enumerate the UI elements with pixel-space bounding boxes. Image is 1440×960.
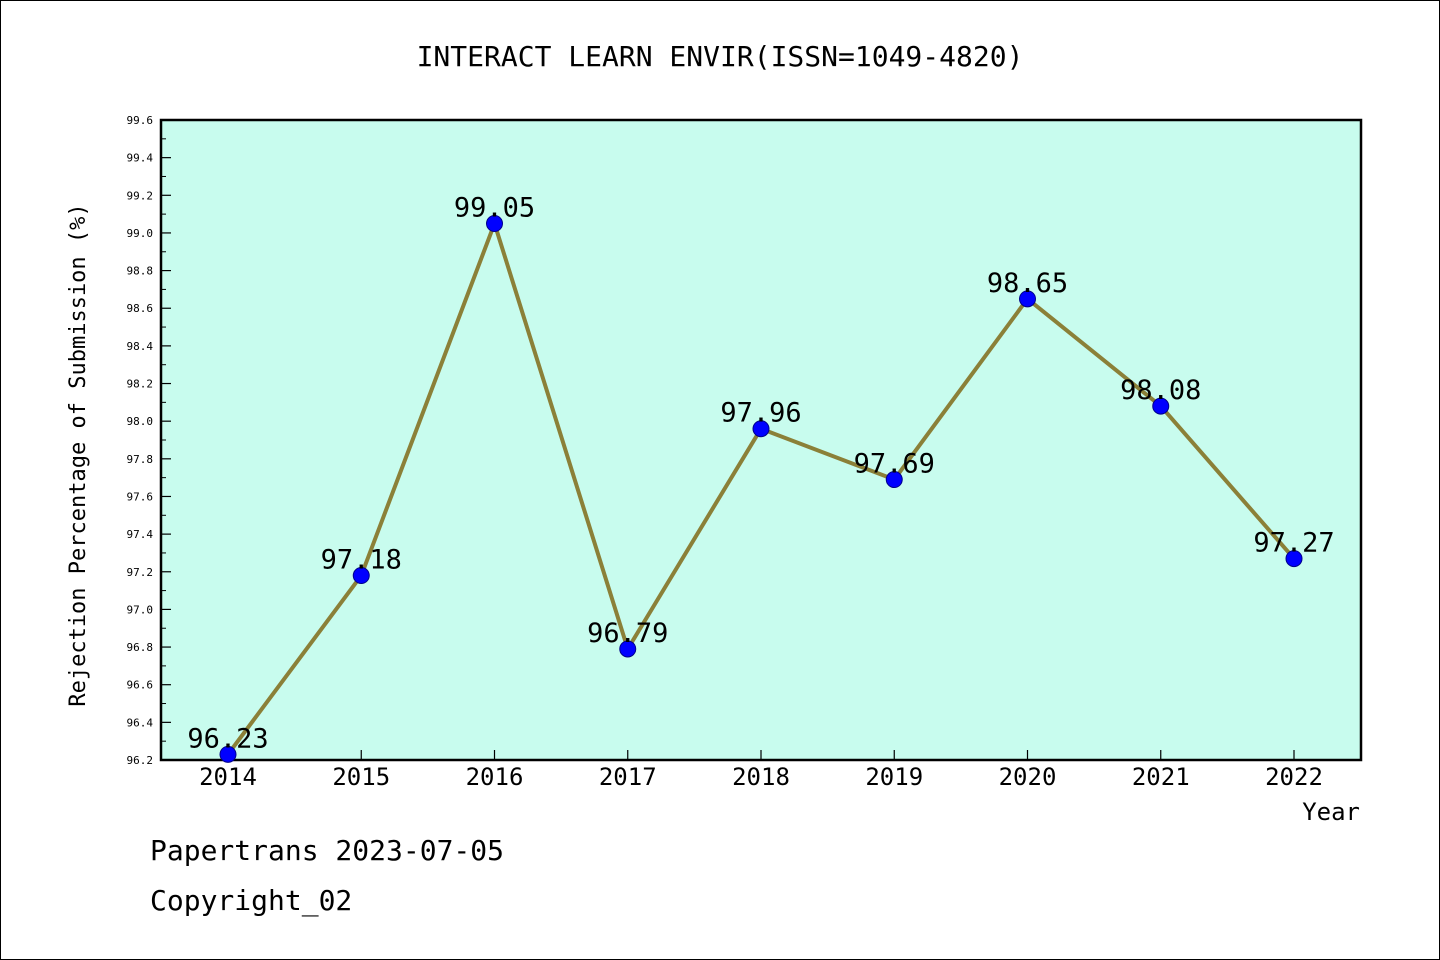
x-tick-label: 2022 [1265, 763, 1323, 791]
data-label: 97.69 [854, 449, 935, 480]
x-tick-label: 2015 [332, 763, 390, 791]
x-tick-label: 2020 [999, 763, 1057, 791]
data-point [1152, 397, 1170, 415]
y-tick-label: 99.0 [127, 227, 154, 240]
x-axis: 2014 2015 2016 2017 2018 2019 2020 2021 2022 [199, 750, 1323, 791]
y-tick-label: 97.4 [127, 528, 154, 541]
y-tick-label: 97.0 [127, 603, 154, 616]
data-labels: 96.23 97.18 99.05 96.79 97.96 97.69 98.65 98.08… [187, 193, 1334, 755]
y-tick-label: 99.2 [127, 189, 154, 202]
x-axis-label: Year [1302, 798, 1360, 826]
data-label: 97.18 [321, 545, 402, 576]
data-label: 99.05 [454, 193, 535, 224]
y-tick-label: 98.2 [127, 378, 154, 391]
data-point [219, 745, 237, 763]
data-point [1019, 290, 1036, 308]
y-tick-label: 98.6 [127, 302, 154, 315]
data-point [486, 215, 503, 233]
x-tick-label: 2014 [199, 763, 257, 791]
data-point [619, 640, 637, 658]
data-label: 96.79 [587, 618, 668, 649]
footer-source-date: Papertrans 2023-07-05 [150, 834, 505, 867]
y-tick-label: 99.4 [127, 152, 154, 165]
y-tick-label: 96.2 [127, 754, 154, 767]
y-tick-label: 96.6 [127, 679, 154, 692]
y-tick-label: 98.8 [127, 265, 154, 278]
chart-title: INTERACT LEARN ENVIR(ISSN=1049-4820) [417, 40, 1024, 73]
plot-area [159, 118, 1363, 762]
x-tick-label: 2017 [599, 763, 657, 791]
y-tick-label: 97.2 [127, 566, 154, 579]
x-tick-label: 2018 [732, 763, 790, 791]
y-tick-label: 98.4 [127, 340, 154, 353]
data-label: 98.08 [1120, 375, 1201, 406]
data-label: 98.65 [987, 268, 1068, 299]
data-point [1285, 550, 1303, 568]
x-tick-label: 2019 [865, 763, 923, 791]
data-point [352, 567, 370, 585]
y-tick-label: 98.0 [127, 415, 154, 428]
footer-copyright: Copyright_02 [150, 884, 353, 917]
data-label: 97.96 [720, 398, 801, 429]
data-point [752, 420, 770, 438]
y-axis: 96.2 96.4 96.6 96.8 97.0 97.2 97.4 97.6 97.8 98.0… [127, 114, 171, 767]
series-layer [219, 215, 1303, 763]
y-tick-label: 99.6 [127, 114, 154, 127]
y-tick-label: 97.6 [127, 490, 154, 503]
data-point [885, 471, 903, 489]
data-label: 96.23 [187, 723, 268, 754]
x-tick-label: 2021 [1132, 763, 1190, 791]
y-tick-label: 96.4 [127, 716, 154, 729]
data-label: 97.27 [1253, 528, 1334, 559]
x-tick-label: 2016 [466, 763, 524, 791]
y-axis-label: Rejection Percentage of Submission (%) [66, 203, 91, 706]
y-tick-label: 97.8 [127, 453, 154, 466]
y-tick-label: 96.8 [127, 641, 154, 654]
